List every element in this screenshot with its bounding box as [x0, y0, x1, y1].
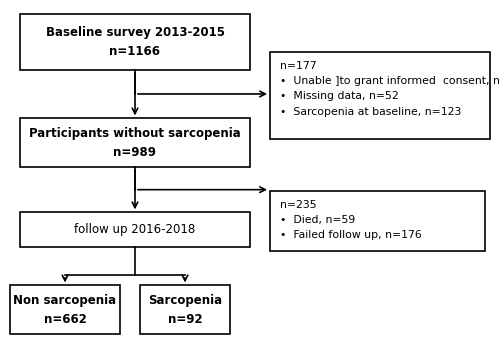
Bar — [270, 52, 490, 139]
Text: Non sarcopenia
n=662: Non sarcopenia n=662 — [14, 294, 117, 326]
Text: Sarcopenia
n=92: Sarcopenia n=92 — [148, 294, 222, 326]
Bar — [20, 212, 250, 247]
Bar — [140, 285, 230, 334]
Bar — [20, 14, 250, 70]
Text: Baseline survey 2013-2015
n=1166: Baseline survey 2013-2015 n=1166 — [46, 26, 224, 58]
Text: follow up 2016-2018: follow up 2016-2018 — [74, 223, 196, 236]
Text: n=235
•  Died, n=59
•  Failed follow up, n=176: n=235 • Died, n=59 • Failed follow up, n… — [280, 200, 422, 240]
Text: n=177
•  Unable ]to grant informed  consent, n=2
•  Missing data, n=52
•  Sarcop: n=177 • Unable ]to grant informed consen… — [280, 61, 500, 117]
Bar — [270, 191, 485, 251]
Bar — [10, 285, 120, 334]
Text: Participants without sarcopenia
n=989: Participants without sarcopenia n=989 — [29, 127, 241, 159]
Bar — [20, 118, 250, 167]
